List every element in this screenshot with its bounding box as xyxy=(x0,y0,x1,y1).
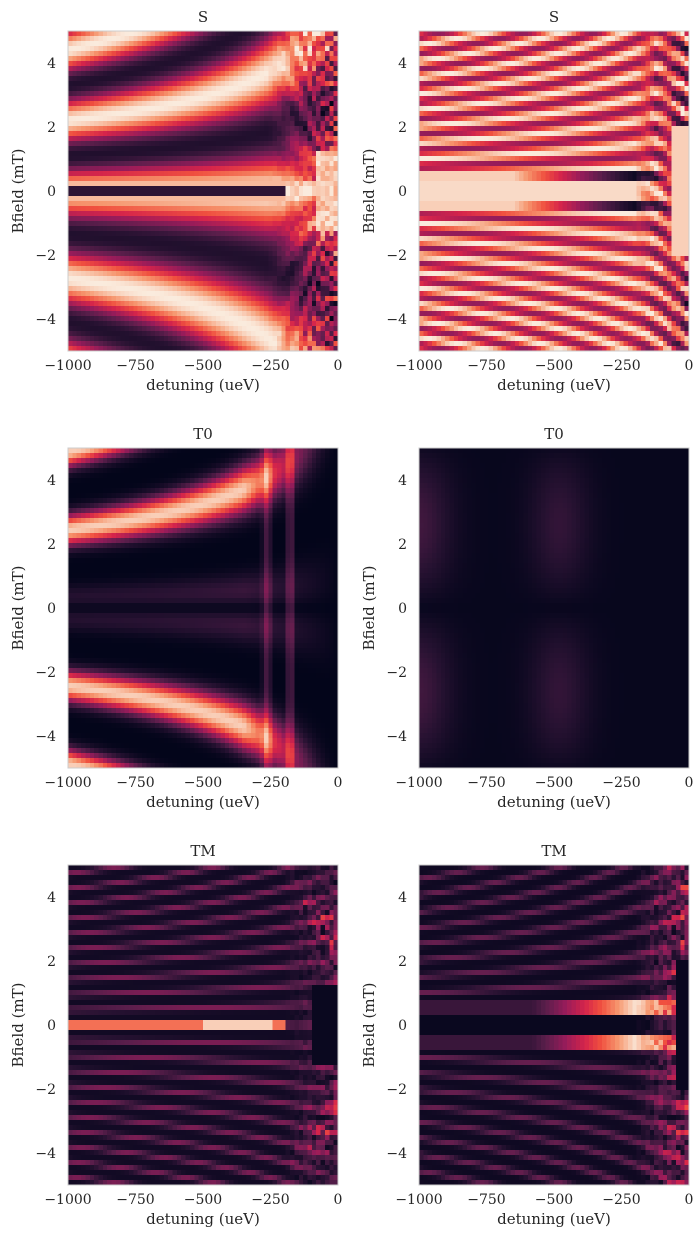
y-axis-label: Bfield (mT) xyxy=(9,982,27,1067)
y-tick-label: −4 xyxy=(386,729,407,745)
y-tick-label: 2 xyxy=(398,537,407,553)
axes-frame xyxy=(418,30,690,352)
x-tick-label: −500 xyxy=(535,1192,573,1208)
x-tick-label: −250 xyxy=(602,358,640,374)
x-axis-label: detuning (ueV) xyxy=(497,376,611,394)
x-tick-label: −750 xyxy=(116,358,154,374)
y-axis-label: Bfield (mT) xyxy=(9,148,27,233)
x-tick-label: 0 xyxy=(685,1192,694,1208)
axes-frame xyxy=(67,447,339,769)
x-tick-label: −500 xyxy=(184,1192,222,1208)
y-tick-label: −2 xyxy=(386,665,407,681)
x-tick-label: −250 xyxy=(251,358,289,374)
y-axis-label: Bfield (mT) xyxy=(360,565,378,650)
x-tick-label: −750 xyxy=(467,358,505,374)
y-tick-label: −4 xyxy=(386,1146,407,1162)
x-tick-label: −750 xyxy=(467,1192,505,1208)
y-tick-label: 0 xyxy=(398,1018,407,1034)
axes-frame xyxy=(418,447,690,769)
x-axis-label: detuning (ueV) xyxy=(146,376,260,394)
y-tick-label: 0 xyxy=(47,601,56,617)
y-tick-label: 0 xyxy=(47,1018,56,1034)
x-axis-label: detuning (ueV) xyxy=(146,1210,260,1228)
x-tick-label: −500 xyxy=(535,358,573,374)
panel-title: T0 xyxy=(544,425,564,443)
heatmap-image xyxy=(419,31,689,351)
y-tick-label: 0 xyxy=(47,184,56,200)
y-tick-label: −4 xyxy=(35,312,56,328)
panel-title: S xyxy=(549,8,559,26)
y-tick-label: 4 xyxy=(47,473,56,489)
x-axis-label: detuning (ueV) xyxy=(146,793,260,811)
y-tick-label: 4 xyxy=(47,890,56,906)
x-tick-label: −250 xyxy=(602,1192,640,1208)
y-tick-label: −2 xyxy=(35,665,56,681)
y-tick-label: 2 xyxy=(398,120,407,136)
y-tick-label: 4 xyxy=(398,890,407,906)
x-tick-label: −750 xyxy=(116,775,154,791)
x-tick-label: −1000 xyxy=(44,775,91,791)
x-tick-label: 0 xyxy=(334,358,343,374)
x-tick-label: 0 xyxy=(334,775,343,791)
heatmap-image xyxy=(68,448,338,768)
x-tick-label: −250 xyxy=(251,775,289,791)
x-tick-label: −1000 xyxy=(395,358,442,374)
y-tick-label: −2 xyxy=(35,248,56,264)
x-tick-label: −250 xyxy=(251,1192,289,1208)
x-tick-label: −500 xyxy=(184,358,222,374)
x-tick-label: −500 xyxy=(184,775,222,791)
panel-title: T0 xyxy=(193,425,213,443)
y-tick-label: 2 xyxy=(398,954,407,970)
y-tick-label: 0 xyxy=(398,184,407,200)
heatmap-image xyxy=(419,448,689,768)
y-tick-label: −2 xyxy=(35,1082,56,1098)
axes-frame xyxy=(418,864,690,1186)
x-axis-label: detuning (ueV) xyxy=(497,1210,611,1228)
y-axis-label: Bfield (mT) xyxy=(360,982,378,1067)
x-tick-label: 0 xyxy=(685,775,694,791)
x-tick-label: −1000 xyxy=(395,775,442,791)
y-tick-label: −2 xyxy=(386,1082,407,1098)
x-tick-label: −250 xyxy=(602,775,640,791)
x-axis-label: detuning (ueV) xyxy=(497,793,611,811)
y-tick-label: −4 xyxy=(35,729,56,745)
y-tick-label: −4 xyxy=(35,1146,56,1162)
x-tick-label: −750 xyxy=(116,1192,154,1208)
panel-title: TM xyxy=(190,842,215,860)
axes-frame xyxy=(67,30,339,352)
x-tick-label: −500 xyxy=(535,775,573,791)
x-tick-label: −1000 xyxy=(395,1192,442,1208)
x-tick-label: 0 xyxy=(334,1192,343,1208)
x-tick-label: −750 xyxy=(467,775,505,791)
axes-frame xyxy=(67,864,339,1186)
y-tick-label: 4 xyxy=(398,473,407,489)
x-tick-label: −1000 xyxy=(44,358,91,374)
y-tick-label: 2 xyxy=(47,954,56,970)
y-axis-label: Bfield (mT) xyxy=(9,565,27,650)
x-tick-label: 0 xyxy=(685,358,694,374)
panel-title: S xyxy=(198,8,208,26)
panel-title: TM xyxy=(541,842,566,860)
y-tick-label: −4 xyxy=(386,312,407,328)
y-tick-label: 4 xyxy=(47,56,56,72)
heatmap-image xyxy=(68,865,338,1185)
y-tick-label: 2 xyxy=(47,537,56,553)
x-tick-label: −1000 xyxy=(44,1192,91,1208)
y-tick-label: 4 xyxy=(398,56,407,72)
heatmap-image xyxy=(68,31,338,351)
y-axis-label: Bfield (mT) xyxy=(360,148,378,233)
heatmap-image xyxy=(419,865,689,1185)
y-tick-label: −2 xyxy=(386,248,407,264)
y-tick-label: 0 xyxy=(398,601,407,617)
y-tick-label: 2 xyxy=(47,120,56,136)
